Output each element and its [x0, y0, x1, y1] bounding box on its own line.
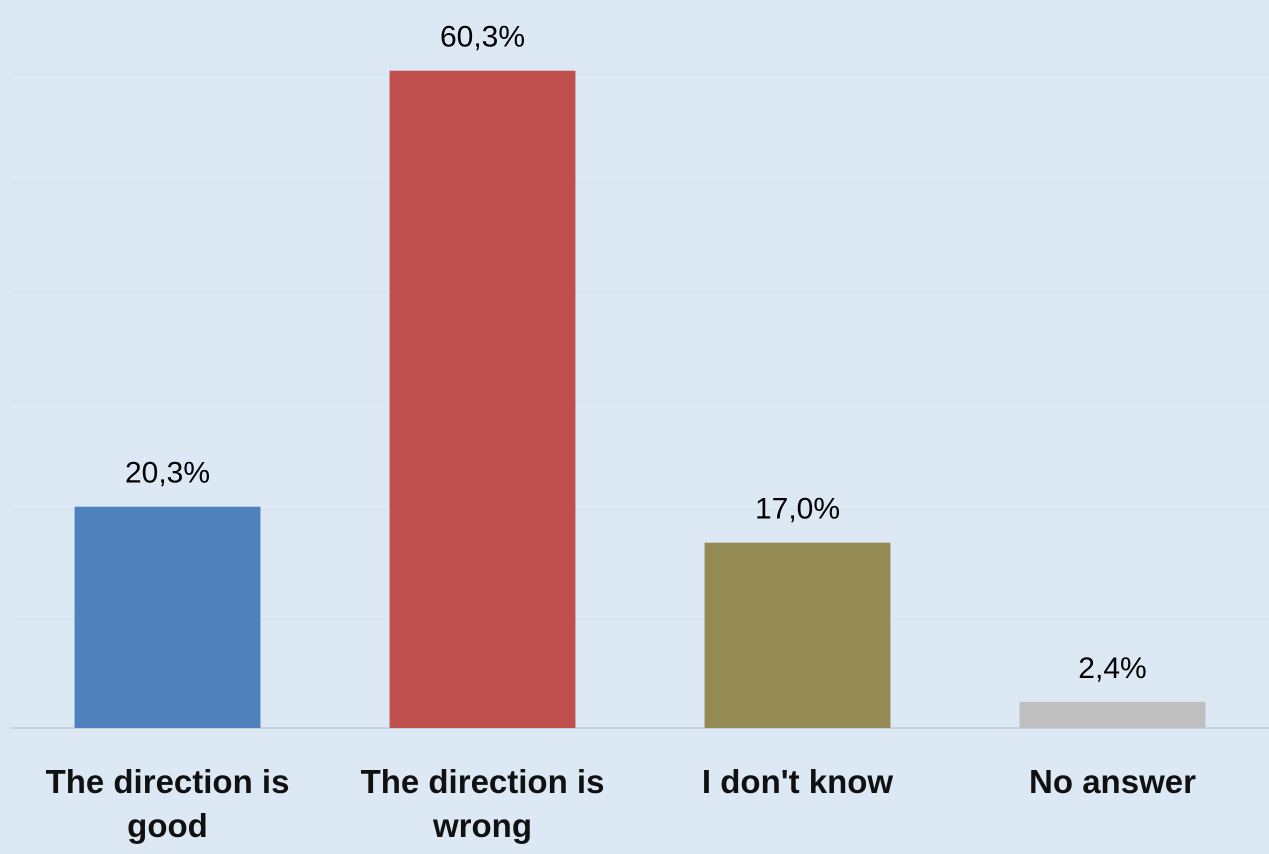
value-label: 17,0%: [755, 493, 840, 526]
value-label: 20,3%: [125, 457, 210, 490]
x-tick-label: The direction is good: [45, 763, 290, 844]
x-tick-label: The direction is wrong: [360, 763, 605, 844]
x-tick-label: I don't know: [701, 763, 894, 800]
value-label: 60,3%: [440, 21, 525, 54]
value-label: 2,4%: [1078, 652, 1146, 685]
bar: [389, 70, 576, 729]
bar: [704, 542, 891, 728]
bar: [1019, 701, 1206, 728]
bar: [74, 506, 261, 728]
x-tick-label: No answer: [1029, 763, 1196, 800]
